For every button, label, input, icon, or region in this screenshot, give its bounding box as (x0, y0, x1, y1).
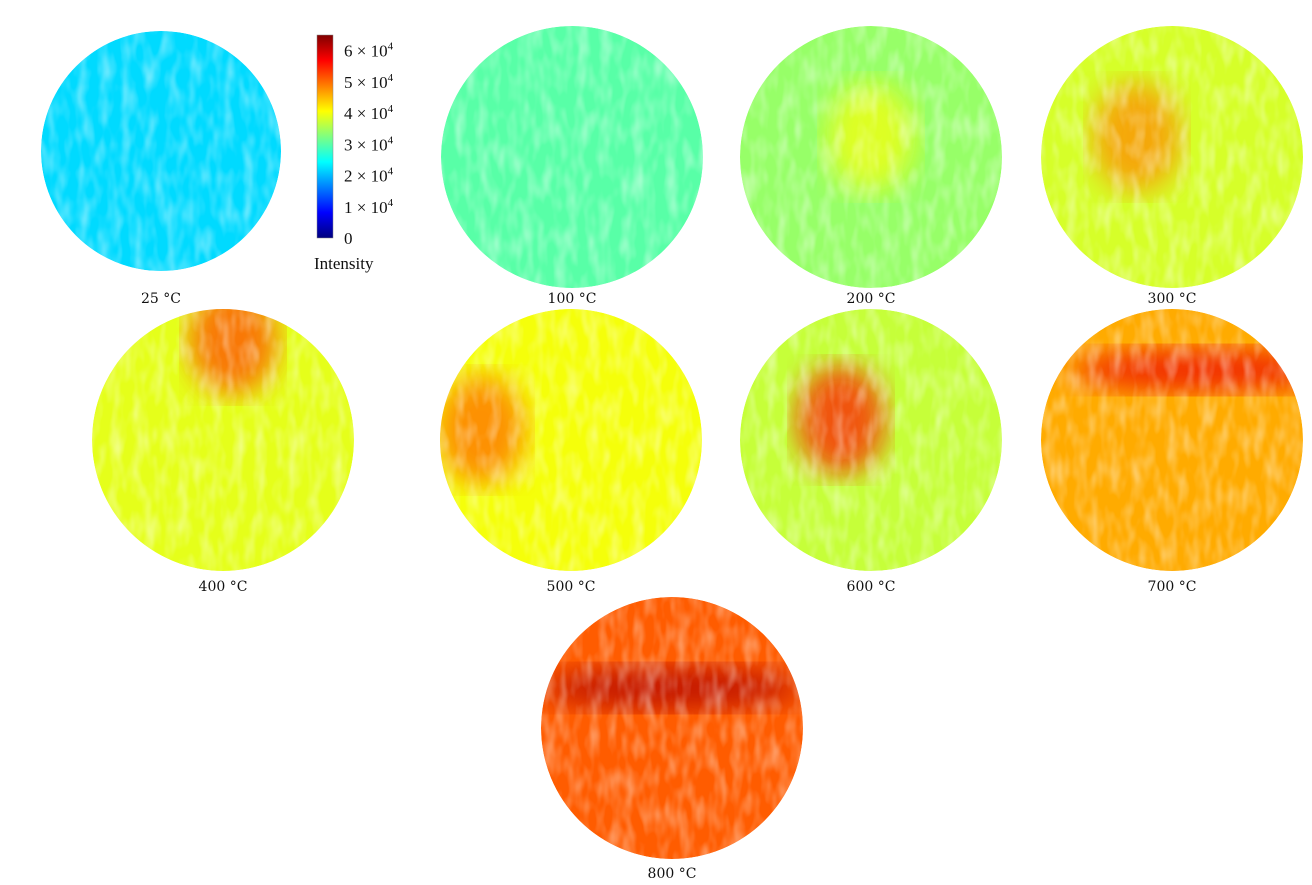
temperature-label: 400 °C (199, 579, 248, 595)
colorbar-tick-label: 1 × 104 (344, 197, 394, 217)
temperature-label: 300 °C (1148, 291, 1197, 307)
speckle-texture (1041, 26, 1303, 288)
speckle-texture (92, 309, 354, 571)
colorbar-scale (316, 34, 334, 239)
colorbar-tick-label: 3 × 104 (344, 134, 394, 154)
intensity-map-panel: 400 °C (92, 309, 354, 595)
speckle-texture (740, 309, 1002, 571)
intensity-map-panel: 800 °C (541, 597, 803, 882)
temperature-label: 500 °C (547, 579, 596, 595)
temperature-label: 600 °C (847, 579, 896, 595)
temperature-label: 700 °C (1148, 579, 1197, 595)
speckle-texture (440, 309, 702, 571)
temperature-label: 25 °C (141, 291, 181, 307)
intensity-map-panel: 600 °C (740, 309, 1002, 595)
temperature-label: 200 °C (847, 291, 896, 307)
speckle-texture (541, 597, 803, 859)
colorbar-tick-label: 2 × 104 (344, 166, 394, 186)
colorbar-tick-label: 0 (344, 229, 353, 248)
colorbar-label: Intensity (314, 254, 374, 273)
speckle-texture (441, 26, 703, 288)
intensity-map-panel: 700 °C (1041, 309, 1303, 595)
speckle-texture (41, 31, 281, 271)
speckle-texture (1041, 309, 1303, 571)
colorbar: 6 × 104 5 × 104 4 × 104 3 × 104 2 × 104 1 × 1… (314, 34, 394, 273)
temperature-label: 100 °C (548, 291, 597, 307)
intensity-map-panel: 300 °C (1041, 26, 1303, 307)
intensity-map-panel: 500 °C (440, 309, 702, 595)
colorbar-tick-label: 6 × 104 (344, 41, 394, 61)
intensity-map-panel: 25 °C (41, 31, 281, 307)
colorbar-tick-label: 4 × 104 (344, 103, 394, 123)
colorbar-tick-label: 5 × 104 (344, 72, 394, 92)
intensity-map-panel: 200 °C (740, 26, 1002, 307)
speckle-texture (740, 26, 1002, 288)
intensity-map-panel: 100 °C (441, 26, 703, 307)
temperature-label: 800 °C (648, 866, 697, 882)
